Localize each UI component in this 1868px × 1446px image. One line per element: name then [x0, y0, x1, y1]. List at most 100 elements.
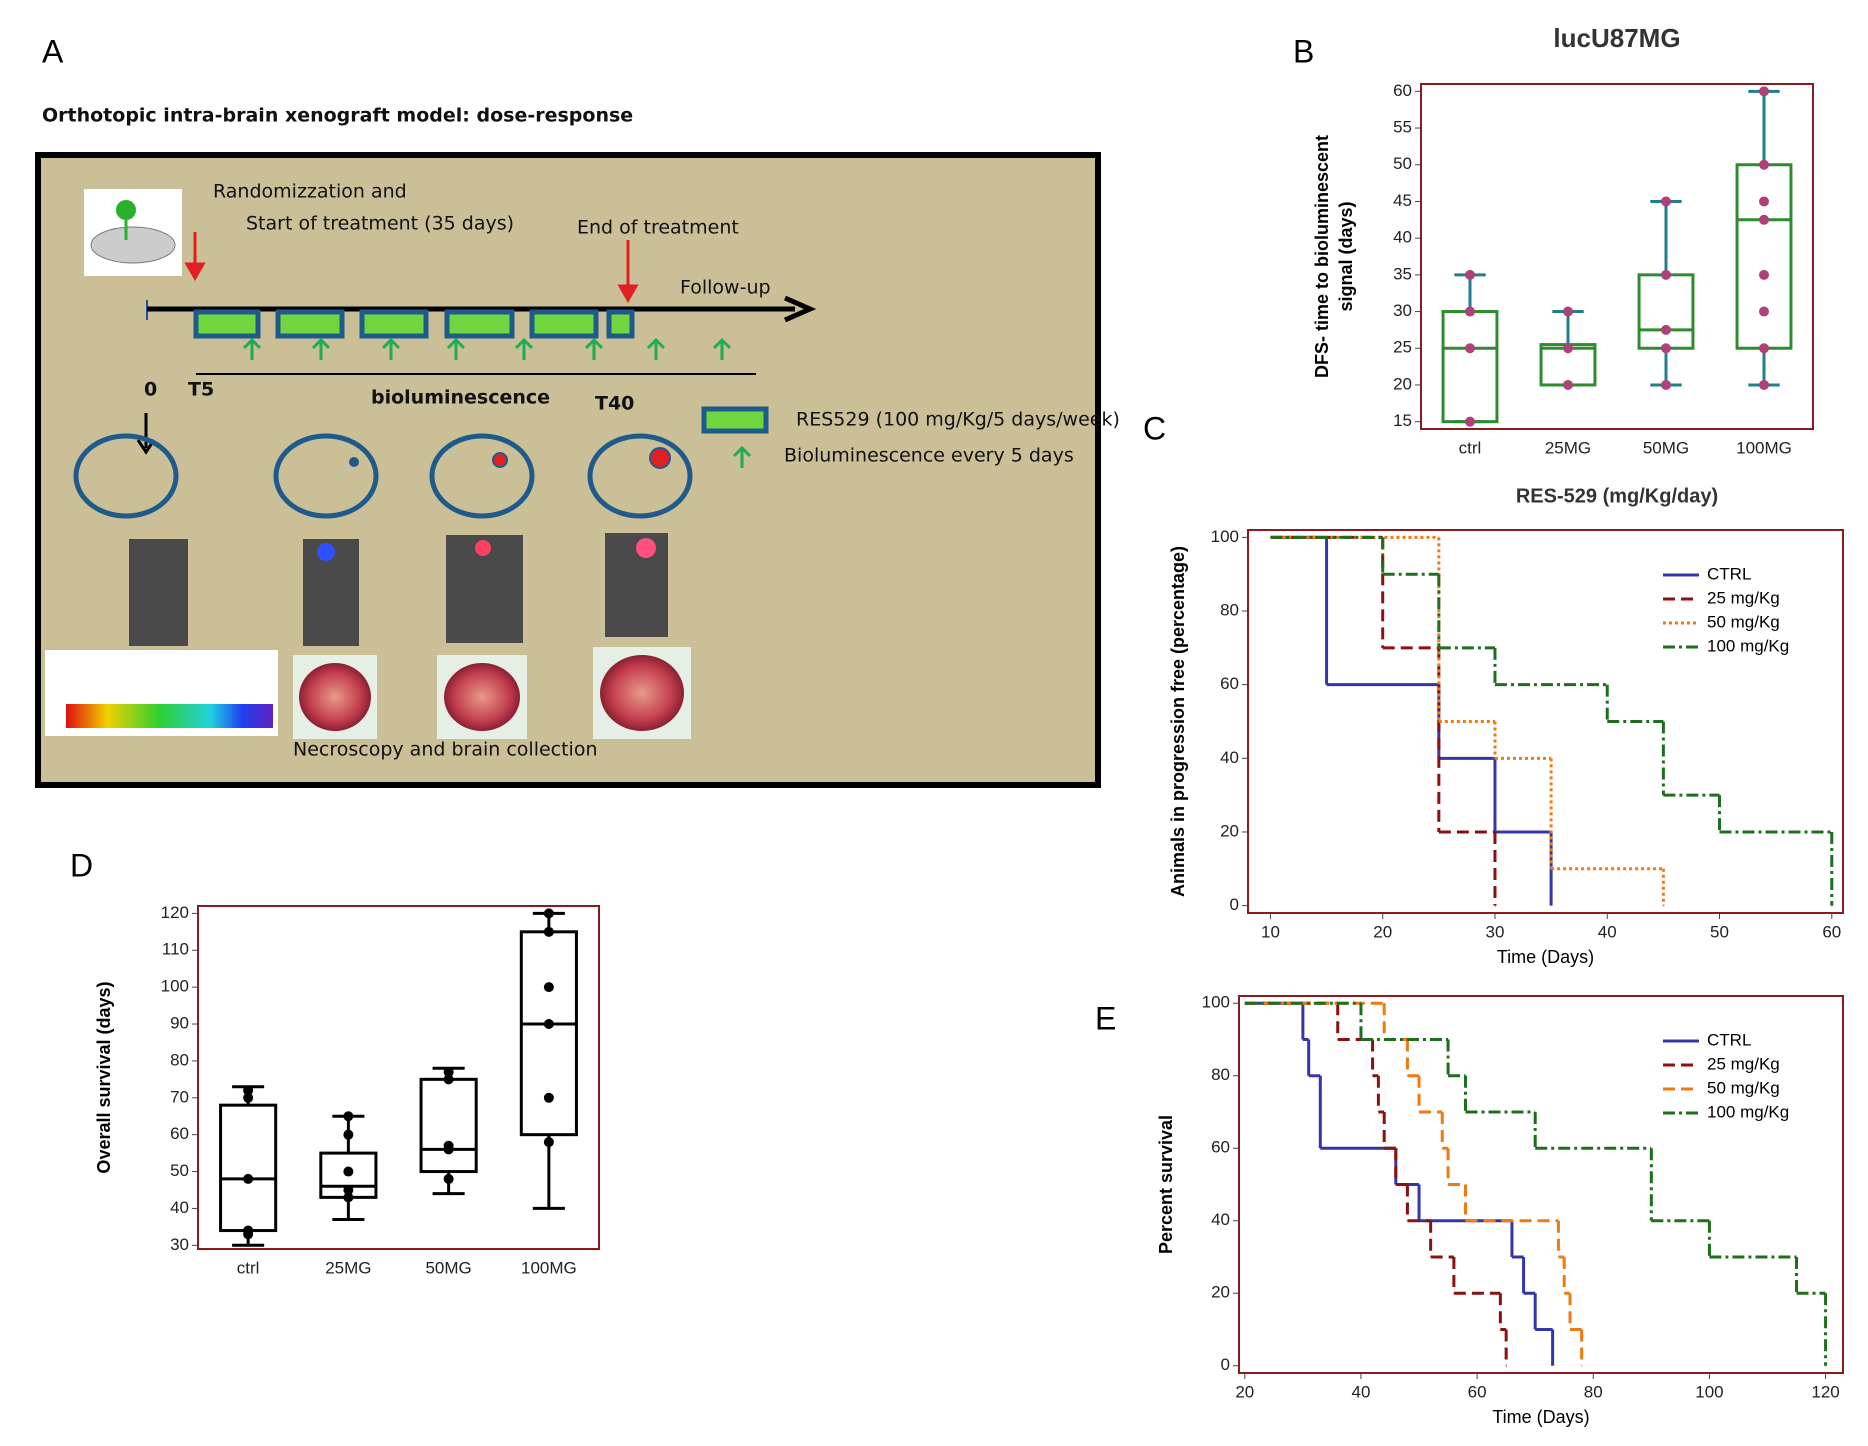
point [543, 926, 554, 937]
point [1661, 324, 1671, 335]
point [543, 1092, 554, 1103]
y-tick-label: 100 [161, 977, 189, 996]
legend-block [701, 406, 769, 434]
series-line [1270, 535, 1665, 906]
panel-label: B [1293, 33, 1314, 69]
point [243, 1173, 254, 1184]
x-tick-label: ctrl [237, 1258, 260, 1277]
y-tick-label: 80 [1211, 1065, 1230, 1084]
y-tick-label: 90 [170, 1014, 189, 1033]
y-axis-label: DFS- time to bioluminescent [1312, 135, 1332, 378]
point [443, 1074, 454, 1085]
y-tick-label: 0 [1230, 895, 1239, 914]
x-tick-label: 20 [1235, 1382, 1254, 1401]
x-axis-label: Time (Days) [1492, 1407, 1589, 1427]
tumor [649, 447, 671, 469]
point [1759, 269, 1769, 280]
y-tick-label: 40 [170, 1198, 189, 1217]
point [243, 1085, 254, 1096]
point [1759, 214, 1769, 225]
series-line [1270, 535, 1834, 906]
point [343, 1111, 354, 1122]
red-arrows [184, 232, 639, 304]
plot-frame [1238, 995, 1844, 1374]
brain-photo [600, 655, 684, 731]
box [219, 1103, 278, 1233]
time-label: T5 [188, 379, 214, 401]
y-tick-label: 35 [1393, 264, 1412, 283]
y-tick-label: 30 [170, 1235, 189, 1254]
y-tick-label: 30 [1393, 301, 1412, 320]
x-tick-label: 50MG [1643, 438, 1689, 457]
x-tick-label: 10 [1261, 922, 1280, 941]
panel-labels: A B C D E [42, 33, 1314, 1036]
y-tick-label: 20 [1211, 1283, 1230, 1302]
x-tick-label: 25MG [1545, 438, 1591, 457]
x-tick-label: 40 [1352, 1382, 1371, 1401]
x-axis-label: Time (Days) [1497, 947, 1594, 967]
brain-photo [299, 663, 371, 731]
x-tick-label: 100MG [521, 1258, 577, 1277]
point [543, 1019, 554, 1030]
point [1661, 196, 1671, 207]
panel-label: E [1095, 1000, 1116, 1036]
legend-label: 25 mg/Kg [1707, 1054, 1780, 1073]
point [1465, 306, 1475, 317]
x-tick-label: 50MG [425, 1258, 471, 1277]
x-tick-label: 20 [1373, 922, 1392, 941]
x-tick-label: 50 [1710, 922, 1729, 941]
colorbar [66, 704, 273, 728]
mouse-body [90, 226, 176, 264]
point [343, 1184, 354, 1195]
y-axis-label: Overall survival (days) [94, 981, 114, 1173]
point [1661, 379, 1671, 390]
diagram-title: Orthotopic intra-brain xenograft model: … [42, 105, 633, 127]
point [343, 1129, 354, 1140]
annotation: Start of treatment (35 days) [246, 213, 514, 235]
y-tick-label: 120 [161, 903, 189, 922]
point [1563, 379, 1573, 390]
legend-label: 50 mg/Kg [1707, 1078, 1780, 1097]
y-tick-label: 20 [1220, 821, 1239, 840]
plot-frame [197, 905, 600, 1250]
y-tick-label: 60 [1220, 674, 1239, 693]
x-tick-label: 40 [1598, 922, 1617, 941]
y-tick-label: 60 [170, 1124, 189, 1143]
y-tick-label: 40 [1211, 1210, 1230, 1229]
y-axis-label: signal (days) [1336, 201, 1356, 311]
point [1759, 306, 1769, 317]
series-line [1270, 535, 1497, 906]
box [519, 930, 578, 1137]
y-tick-label: 0 [1221, 1355, 1230, 1374]
point [443, 1173, 454, 1184]
point [343, 1166, 354, 1177]
point [543, 982, 554, 993]
legend-arrow [732, 445, 752, 468]
point [1759, 86, 1769, 97]
annotation: bioluminescence [371, 387, 550, 409]
point [1563, 306, 1573, 317]
legend-label: 100 mg/Kg [1707, 1102, 1789, 1121]
point [343, 1192, 354, 1203]
y-tick-label: 40 [1220, 748, 1239, 767]
legend-label: CTRL [1707, 564, 1751, 583]
point [443, 1140, 454, 1151]
y-tick-label: 55 [1393, 118, 1412, 137]
y-tick-label: 80 [1220, 601, 1239, 620]
box [1735, 163, 1793, 350]
point [1759, 343, 1769, 354]
point [1661, 269, 1671, 280]
plot-frame [1247, 529, 1844, 914]
brain-photo [444, 663, 520, 731]
y-tick-label: 60 [1393, 81, 1412, 100]
y-tick-label: 80 [170, 1050, 189, 1069]
plot-frame [1420, 83, 1814, 430]
panel-a: Orthotopic intra-brain xenograft model: … [35, 105, 1120, 788]
y-tick-label: 100 [1202, 993, 1230, 1012]
y-tick-label: 20 [1393, 374, 1412, 393]
annotation: RES529 (100 mg/Kg/5 days/week) [796, 409, 1120, 431]
y-axis-label: Animals in progression free (percentage) [1168, 546, 1188, 897]
point [1465, 416, 1475, 427]
x-tick-label: 60 [1822, 922, 1841, 941]
